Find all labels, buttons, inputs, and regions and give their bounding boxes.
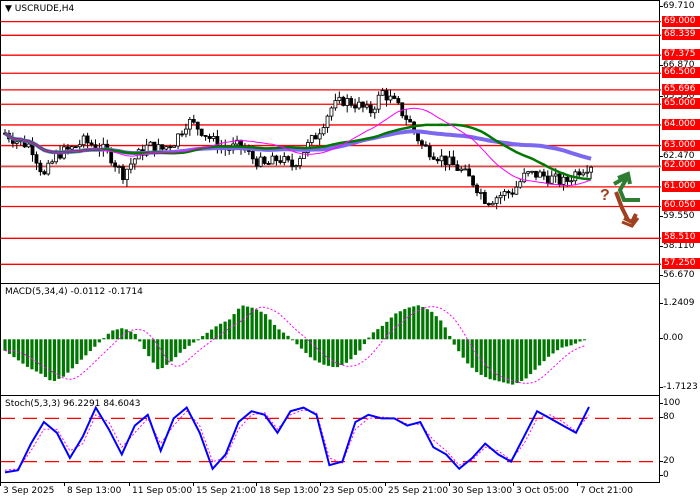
chart-title: ▼ USCRUDE,H4	[5, 4, 74, 14]
price-level-tag: 68.339	[662, 29, 700, 41]
macd-tick-label: -1.7123	[663, 382, 698, 392]
time-label: 30 Sep 13:00	[452, 486, 513, 496]
price-tick-label: 62.470	[663, 150, 695, 161]
stoch-label: Stoch(5,3,3) 96.2291 84.6043	[5, 399, 141, 409]
time-tick	[320, 482, 321, 486]
time-label: 11 Sep 05:00	[132, 486, 193, 496]
price-level-tag: 57.250	[662, 258, 700, 270]
time-tick	[385, 482, 386, 486]
stoch-tick-label: 80	[663, 412, 675, 423]
axis-tick	[660, 96, 663, 98]
time-tick	[129, 482, 130, 486]
question-mark-icon: ?	[600, 187, 610, 204]
stoch-tick-label: 0	[663, 470, 669, 480]
macd-tick-label: 0.00	[663, 333, 684, 344]
price-tick-label: 69.710	[663, 0, 695, 11]
axis-tick	[660, 215, 663, 217]
price-tick-label: 66.870	[663, 59, 695, 70]
dropdown-triangle-icon[interactable]: ▼	[5, 4, 12, 14]
time-tick	[0, 482, 1, 486]
macd-pane[interactable]: MACD(5,34,4) -0.0112 -0.1714	[0, 283, 660, 397]
time-tick	[513, 482, 514, 486]
time-tick	[193, 482, 194, 486]
stoch-tick-label: 100	[663, 398, 681, 408]
price-level-tag: 67.375	[662, 49, 700, 61]
macd-tick-label: 1.2409	[663, 298, 695, 308]
price-axis: 69.710 66.870 65.350 62.470 59.550 58.110 56.6…	[660, 0, 700, 285]
time-label: 23 Sep 05:00	[323, 486, 384, 496]
price-level-tag: 69.000	[662, 15, 700, 27]
price-level-tag: 60.050	[662, 200, 700, 212]
stoch-tick-label: 20	[663, 455, 675, 466]
price-level-tag: 58.510	[662, 232, 700, 244]
stoch-axis: 100 80 20 0	[660, 395, 700, 483]
axis-tick	[660, 245, 663, 247]
axis-tick	[660, 338, 663, 340]
price-level-tag: 66.500	[662, 67, 700, 79]
time-label: 25 Sep 21:00	[388, 486, 449, 496]
macd-canvas	[3, 305, 587, 385]
axis-tick	[660, 303, 663, 304]
time-label: 8 Sep 13:00	[67, 486, 122, 496]
axis-tick	[660, 387, 663, 388]
time-tick	[577, 482, 578, 486]
axis-tick	[660, 417, 663, 419]
price-tick-label: 65.350	[663, 91, 695, 102]
macd-axis: 1.2409 0.00 -1.7123	[660, 283, 700, 397]
time-tick	[256, 482, 257, 486]
axis-tick	[660, 64, 663, 66]
macd-label: MACD(5,34,4) -0.0112 -0.1714	[5, 287, 143, 297]
stoch-pane[interactable]: Stoch(5,3,3) 96.2291 84.6043	[0, 395, 661, 483]
stoch-canvas	[1, 405, 661, 474]
time-label: 3 Sep 2025	[3, 486, 55, 496]
forecast-arrows: ?	[600, 171, 640, 228]
price-level-tag: 61.000	[662, 180, 700, 192]
price-chart-canvas	[1, 21, 661, 265]
axis-tick	[660, 403, 663, 404]
time-label: 3 Oct 05:00	[516, 486, 569, 496]
time-label: 7 Oct 21:00	[580, 486, 633, 496]
axis-tick	[660, 460, 663, 462]
time-label: 15 Sep 21:00	[196, 486, 257, 496]
price-level-tag: 65.696	[662, 83, 700, 95]
symbol-label: USCRUDE,H4	[14, 4, 75, 14]
price-tick-label: 58.110	[663, 240, 695, 251]
time-tick	[449, 482, 450, 486]
price-level-tag: 64.000	[662, 118, 700, 130]
up-arrow-icon	[613, 171, 640, 202]
axis-tick	[660, 155, 663, 157]
price-level-tag: 63.000	[662, 139, 700, 151]
time-tick	[64, 482, 65, 486]
axis-tick	[660, 475, 663, 476]
price-chart-pane[interactable]: ▼ USCRUDE,H4	[0, 0, 661, 285]
price-level-tag: 62.000	[662, 160, 700, 172]
down-arrow-icon	[614, 191, 640, 228]
price-level-tag: 65.000	[662, 98, 700, 110]
time-label: 18 Sep 13:00	[259, 486, 320, 496]
price-tick-label: 59.550	[663, 210, 695, 221]
axis-tick	[660, 275, 663, 277]
price-tick-label: 56.670	[663, 270, 695, 281]
axis-tick	[660, 5, 663, 7]
